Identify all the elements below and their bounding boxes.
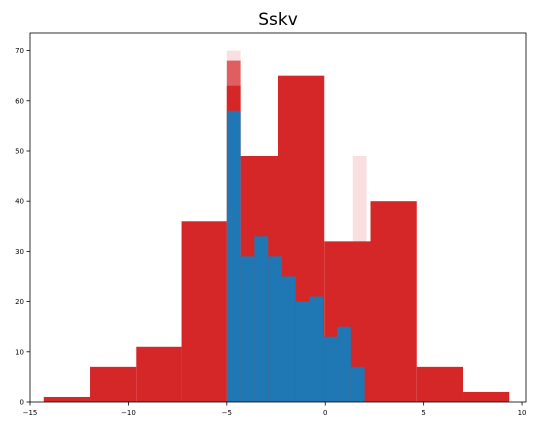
bar-series2-bin2 [136,346,182,402]
x-axis: −15 −10 −5 0 5 10 [23,402,527,417]
x-tick-label: 5 [421,409,425,417]
y-axis: 0 10 20 30 40 50 60 70 [15,47,30,407]
bar-series2-bin1 [90,366,137,402]
y-tick-label: 20 [15,298,24,306]
chart-title: Sskv [258,10,298,30]
y-tick-label: 70 [15,47,24,55]
y-tick-label: 50 [15,147,24,155]
bar-series3-bin7 [323,336,338,402]
bars-layer [43,50,510,403]
plot-frame [29,32,527,403]
bar-series3-bin4 [281,276,296,402]
bar-series3-bin3 [268,256,282,402]
bar-series3-bin5 [295,301,310,402]
x-tick-label: 0 [323,409,327,417]
bar-series3-bin0 [226,110,241,402]
y-tick-label: 0 [20,399,24,407]
x-tick-label: −10 [121,409,136,417]
bar-series3-bin1 [240,256,255,402]
bar-series3-bin8 [337,326,351,402]
x-tick-label: −15 [23,409,38,417]
bar-series2-bin10 [463,391,510,402]
bar-series2-bin9 [416,366,464,402]
y-tick-label: 10 [15,348,24,356]
bar-series2-bin0 [43,396,91,402]
bar-series2-bin3 [181,221,227,402]
bar-series3-bin6 [309,296,324,402]
x-tick-label: 10 [518,409,527,417]
bar-series3-bin2 [254,236,269,402]
y-tick-label: 60 [15,97,24,105]
bar-series3-bin9 [350,366,365,402]
y-tick-label: 40 [15,198,24,206]
x-tick-label: −5 [222,409,232,417]
bar-series2-bin8 [370,201,417,402]
y-tick-label: 30 [15,248,24,256]
